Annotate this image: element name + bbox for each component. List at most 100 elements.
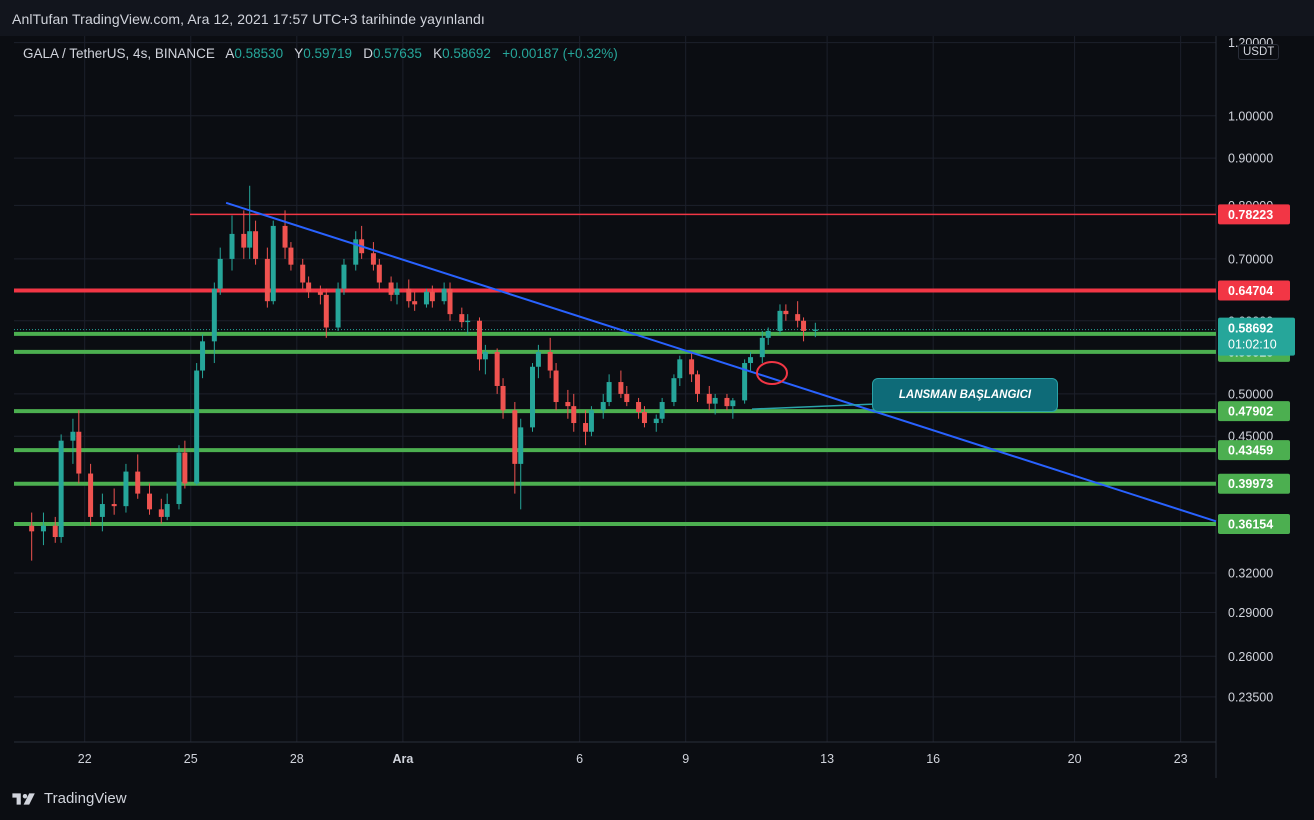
x-tick-label: Ara xyxy=(392,752,414,766)
y-tick-label: 0.26000 xyxy=(1228,650,1273,664)
candle-body xyxy=(618,382,624,394)
candle-body xyxy=(677,359,683,379)
candle-body xyxy=(99,504,105,517)
candle-body xyxy=(200,341,206,371)
candle-body xyxy=(217,258,223,289)
candle-body xyxy=(653,418,659,424)
candle-body xyxy=(748,357,754,364)
candle-body xyxy=(40,525,46,532)
candle-body xyxy=(317,291,323,295)
candle-body xyxy=(518,427,524,464)
candle-body xyxy=(394,288,400,295)
publication-header: AnlTufan TradingView.com, Ara 12, 2021 1… xyxy=(0,0,1314,36)
candle-body xyxy=(241,233,247,248)
level-price-label-box xyxy=(1218,440,1290,461)
candle-body xyxy=(52,525,58,538)
y-tick-label: 0.50000 xyxy=(1228,387,1273,401)
candle-body xyxy=(288,247,294,265)
candle-body xyxy=(58,440,64,538)
candle-body xyxy=(706,393,712,404)
level-price-label-box xyxy=(1218,280,1290,301)
candle-body xyxy=(606,382,612,403)
candle-body xyxy=(588,410,594,432)
candle-body xyxy=(795,314,801,321)
candle-body xyxy=(70,431,76,441)
candle-body xyxy=(229,233,235,259)
level-price-label-box xyxy=(1218,514,1290,535)
callout-text: LANSMAN BAŞLANGICI xyxy=(898,389,1032,401)
level-price-label-box xyxy=(1218,204,1290,225)
candle-body xyxy=(689,359,695,375)
candle-body xyxy=(300,264,306,283)
y-tick-label: 0.23500 xyxy=(1228,690,1273,704)
candle-body xyxy=(765,330,771,338)
red-ellipse-icon xyxy=(756,361,788,385)
candle-body xyxy=(282,225,288,248)
y-tick-label: 0.29000 xyxy=(1228,606,1273,620)
candle-body xyxy=(812,329,818,331)
high-value: 0.59719 xyxy=(303,46,353,61)
candle-body xyxy=(494,352,500,386)
candle-body xyxy=(724,397,730,407)
candle-body xyxy=(482,352,488,360)
symbol-name: GALA / TetherUS, 4s, BINANCE xyxy=(23,46,215,61)
candle-body xyxy=(801,320,807,331)
candle-body xyxy=(406,288,412,302)
candle-body xyxy=(783,310,789,315)
candle-body xyxy=(465,320,471,323)
candle-body xyxy=(388,282,394,295)
candle-body xyxy=(270,225,276,302)
candle-body xyxy=(535,352,541,367)
candle-body xyxy=(712,397,718,404)
y-tick-label: 0.70000 xyxy=(1228,252,1273,266)
candle-body xyxy=(247,231,253,248)
candle-body xyxy=(500,385,506,411)
x-tick-label: 20 xyxy=(1068,752,1082,766)
candle-body xyxy=(423,291,429,305)
candle-body xyxy=(530,366,536,428)
y-tick-label: 0.32000 xyxy=(1228,566,1273,580)
descending-trendline xyxy=(225,201,1217,523)
candle-body xyxy=(553,370,559,403)
candle-body xyxy=(742,363,748,401)
open-value: 0.58530 xyxy=(234,46,284,61)
x-tick-label: 23 xyxy=(1174,752,1188,766)
level-price-label: 0.78223 xyxy=(1228,208,1273,222)
candle-body xyxy=(123,471,129,507)
candle-body xyxy=(158,509,164,517)
candle-body xyxy=(353,239,359,265)
close-label: K xyxy=(433,46,443,61)
currency-label[interactable]: USDT xyxy=(1238,44,1280,60)
candle-body xyxy=(459,314,465,323)
launch-start-callout[interactable]: LANSMAN BAŞLANGICI xyxy=(872,378,1058,412)
plot-background xyxy=(0,36,1314,778)
candle-body xyxy=(447,288,453,315)
close-value: 0.58692 xyxy=(442,46,491,61)
candle-body xyxy=(147,493,153,510)
candle-body xyxy=(370,253,376,265)
candle-body xyxy=(641,411,647,424)
footer xyxy=(0,778,1314,820)
level-price-label: 0.36154 xyxy=(1228,518,1273,532)
candle-body xyxy=(694,374,700,394)
candle-body xyxy=(565,402,571,407)
candle-body xyxy=(759,337,765,358)
candle-body xyxy=(547,352,553,371)
candle-body xyxy=(412,301,418,305)
x-tick-label: 6 xyxy=(576,752,583,766)
low-value: 0.57635 xyxy=(373,46,422,61)
level-price-label: 0.43459 xyxy=(1228,444,1273,458)
candle-body xyxy=(476,320,482,360)
brand[interactable]: TradingView xyxy=(12,790,127,807)
current-price-label-box xyxy=(1218,317,1295,356)
candle-body xyxy=(671,378,677,403)
candle-body xyxy=(659,402,665,419)
candle-body xyxy=(583,423,589,432)
level-price-label: 0.64704 xyxy=(1228,284,1273,298)
x-tick-label: 13 xyxy=(820,752,834,766)
candle-body xyxy=(194,370,200,484)
candle-body xyxy=(624,393,630,403)
open-label: A xyxy=(225,46,235,61)
candle-body xyxy=(730,400,736,407)
